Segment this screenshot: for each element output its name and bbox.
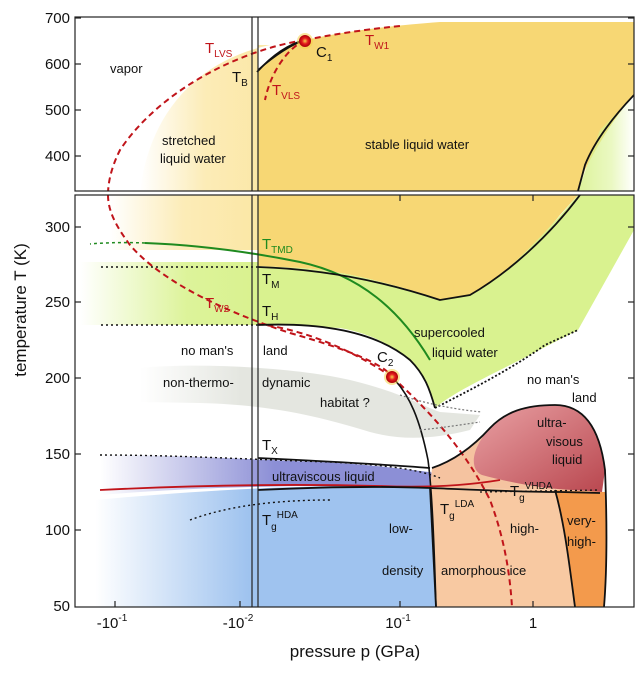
label-nomans-left-b: land [263, 343, 288, 358]
ytick-600: 600 [45, 56, 70, 73]
xtick-0.1: 10-1 [385, 613, 411, 632]
supercooled-green-left [80, 262, 258, 325]
ytick-700: 700 [45, 10, 70, 27]
Tg-VHDA-dotted [479, 489, 601, 493]
Tg-HDA-dotted [189, 499, 331, 521]
label-T-W1: TW1 [365, 32, 390, 52]
T-LVS-lower [107, 195, 393, 378]
axes [74, 16, 635, 608]
T-X-solid [257, 457, 431, 469]
T-W1-line [304, 25, 401, 41]
label-T-H: TH [262, 303, 278, 323]
label-high: high- [510, 521, 539, 536]
ytick-200: 200 [45, 370, 70, 387]
critical-points: C1 C2 [297, 33, 400, 385]
line-labels: TLVS TW1 TB TVLS TTMD TM TW2 TH TX TgHDA… [205, 32, 553, 533]
label-T-TMD: TTMD [262, 236, 293, 256]
nonthermo-habitat-region [140, 365, 480, 438]
label-ultravisous-b: visous [546, 434, 583, 449]
label-nomans-right-a: no man's [527, 372, 580, 387]
ytick-250: 250 [45, 294, 70, 311]
label-density: density [382, 563, 424, 578]
lower-panel [80, 195, 634, 607]
label-stable: stable liquid water [365, 137, 470, 152]
lda-blue-region [95, 486, 436, 607]
ytick-500: 500 [45, 102, 70, 119]
lower-lines [89, 195, 608, 607]
vhda-boundary [554, 489, 576, 607]
label-T-B: TB [232, 69, 248, 89]
y-axis-title: temperature T (K) [11, 243, 30, 377]
label-vapor: vapor [110, 61, 143, 76]
region-labels: vapor stretched liquid water stable liqu… [110, 61, 597, 578]
label-supercooled-1: supercooled [414, 325, 485, 340]
T-M-line [257, 195, 581, 301]
T-VLS-line [264, 39, 306, 101]
label-stretched-2: liquid water [160, 151, 226, 166]
ultravisous-red-region [473, 405, 605, 492]
upper-frame [74, 16, 635, 192]
label-low: low- [389, 521, 413, 536]
label-Tg-HDA: TgHDA [262, 510, 298, 533]
lda-hda-boundary [429, 486, 437, 607]
label-T-W2: TW2 [205, 295, 230, 315]
label-ultravisous-a: ultra- [537, 415, 567, 430]
stable-liquid-lower [258, 195, 578, 300]
label-ultravisous-c: liquid [552, 452, 582, 467]
label-T-LVS: TLVS [205, 40, 233, 60]
ytick-150: 150 [45, 446, 70, 463]
x-tick-labels: -10-1 -10-2 10-1 1 [97, 613, 537, 632]
ultraviscous-red-line [99, 479, 501, 491]
T-H-line [257, 323, 436, 409]
critical-point-C2 [386, 371, 398, 383]
y-tick-labels: 700 600 500 400 300 250 200 150 100 50 [45, 10, 70, 615]
ytick-50: 50 [53, 598, 70, 615]
label-nonthermo-a: non-thermo- [163, 375, 234, 390]
stretched-liquid-lower [110, 195, 258, 250]
upper-panel [140, 22, 634, 191]
ytick-100: 100 [45, 522, 70, 539]
label-nomans-right-b: land [572, 390, 597, 405]
label-amorphous-ice: amorphous ice [441, 563, 526, 578]
label-C1: C1 [316, 44, 333, 64]
ytick-400: 400 [45, 148, 70, 165]
hda-ultravisous-boundary [431, 404, 608, 607]
T-W2-line [257, 323, 393, 378]
melting-upper [577, 94, 634, 191]
T-LVS-line [107, 39, 306, 191]
label-nonthermo-b: dynamic [262, 375, 311, 390]
stable-liquid-region [258, 22, 634, 191]
xtick-neg-0.1: -10-1 [97, 613, 128, 632]
label-Tg-VHDA: TgVHDA [510, 481, 553, 504]
stretched-liquid-region [140, 45, 270, 191]
xtick-neg-0.01: -10-2 [223, 613, 254, 632]
nonthermo-dotted-bottom [419, 421, 481, 431]
hda-peach-region [430, 487, 575, 607]
red-dashed-lower [391, 376, 513, 607]
supercooled-boundary [434, 329, 579, 409]
label-T-VLS: TVLS [272, 82, 300, 102]
label-T-X: TX [262, 437, 278, 457]
stable-green-fade [578, 95, 634, 191]
label-Tg-LDA: TgLDA [440, 499, 475, 522]
label-C2: C2 [377, 349, 394, 369]
label-stretched-1: stretched [162, 133, 215, 148]
label-very-a: very- [567, 513, 596, 528]
label-T-M: TM [262, 271, 280, 291]
T-TMD-line [144, 242, 431, 361]
supercooled-green-region [258, 195, 634, 408]
nonthermo-dotted-top [399, 394, 483, 413]
ytick-300: 300 [45, 219, 70, 236]
label-supercooled-2: liquid water [432, 345, 498, 360]
vhda-orange-region [555, 490, 607, 607]
lower-frame [74, 194, 635, 608]
label-very-b: high- [567, 534, 596, 549]
xtick-1: 1 [529, 615, 537, 632]
x-axis-title: pressure p (GPa) [290, 642, 420, 661]
label-nomans-left-a: no man's [181, 343, 234, 358]
label-nonthermo-c: habitat ? [320, 395, 370, 410]
label-ultraviscous-liquid: ultraviscous liquid [272, 469, 375, 484]
critical-point-C1 [299, 35, 311, 47]
